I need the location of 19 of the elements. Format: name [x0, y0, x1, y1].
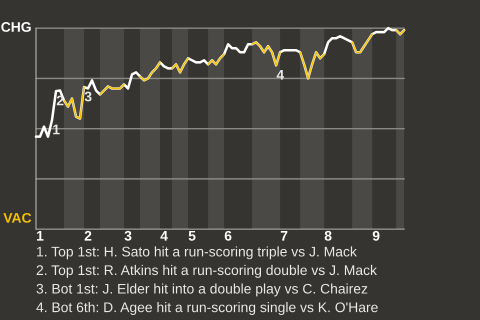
annotation: 2 — [56, 96, 64, 106]
x-tick-label: 5 — [188, 231, 196, 241]
x-tick-label: 1 — [37, 231, 44, 241]
annotation: 1 — [53, 124, 60, 134]
x-tick-label: 4 — [160, 231, 168, 241]
text: 3. Bot 1st: J. Elder hit into a double play vs C. Chairez — [36, 283, 368, 296]
text: CHG — [1, 22, 31, 32]
text: 2. Top 1st: R. Atkins hit a run-scoring double vs J. Mack — [36, 264, 377, 278]
x-tick-label: 7 — [280, 231, 288, 241]
x-tick-label: 6 — [224, 230, 232, 241]
text: VAC — [3, 212, 32, 223]
x-tick-label: 3 — [124, 230, 132, 241]
annotation: 3 — [84, 92, 92, 102]
x-tick-label: 8 — [324, 230, 332, 241]
x-tick-label: 9 — [372, 230, 380, 241]
text: 1. Top 1st: H. Sato hit a run-scoring triple vs J. Mack — [37, 246, 357, 260]
annotation: 4 — [276, 70, 284, 80]
text: 4. Bot 6th: D. Agee hit a run-scoring single vs K. O'Hare — [36, 302, 378, 315]
x-tick-label: 2 — [84, 230, 92, 241]
